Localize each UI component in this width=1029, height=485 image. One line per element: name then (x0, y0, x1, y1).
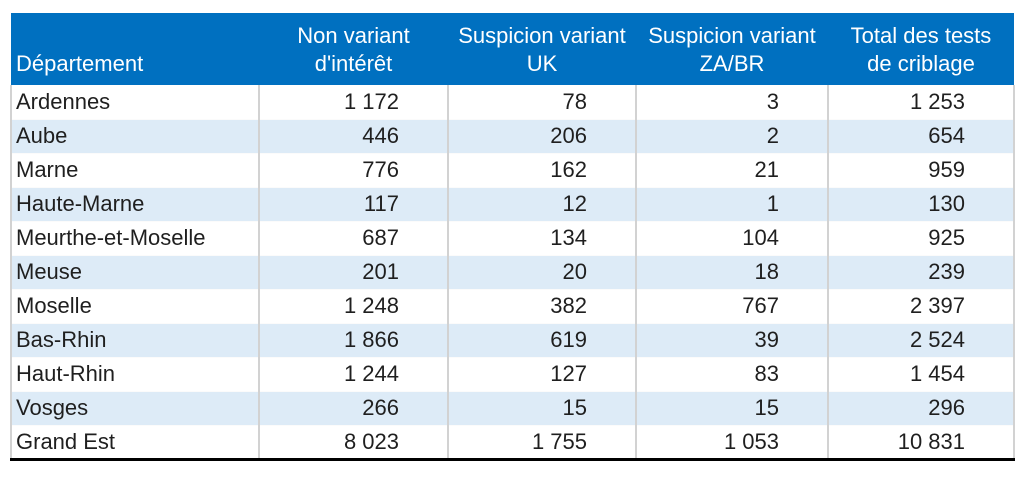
table-row-meuse: Meuse 201 20 18 239 (10, 255, 1015, 290)
row-label: Haut-Rhin (10, 357, 259, 392)
cell-total: 2 524 (827, 323, 1015, 358)
cell-suspicion-za-br: 15 (635, 391, 828, 426)
row-label: Vosges (10, 391, 259, 426)
table-row-haute-marne: Haute-Marne 117 12 1 130 (10, 187, 1015, 222)
header-row: Département Non variant d'intérêt Suspic… (11, 13, 1014, 85)
row-label: Grand Est (10, 425, 259, 461)
cell-suspicion-uk: 162 (447, 153, 636, 188)
cell-suspicion-uk: 20 (447, 255, 636, 290)
table-row-haut-rhin: Haut-Rhin 1 244 127 83 1 454 (10, 357, 1015, 392)
cell-suspicion-za-br: 18 (635, 255, 828, 290)
row-label: Aube (10, 119, 259, 154)
row-label: Moselle (10, 289, 259, 324)
cell-suspicion-uk: 382 (447, 289, 636, 324)
table-row-marne: Marne 776 162 21 959 (10, 153, 1015, 188)
cell-suspicion-uk: 206 (447, 119, 636, 154)
table-row-bas-rhin: Bas-Rhin 1 866 619 39 2 524 (10, 323, 1015, 358)
cell-suspicion-za-br: 3 (635, 85, 828, 120)
criblage-table: Département Non variant d'intérêt Suspic… (10, 13, 1015, 461)
column-header-total-criblage: Total des tests de criblage (828, 13, 1014, 85)
row-label: Haute-Marne (10, 187, 259, 222)
row-label: Bas-Rhin (10, 323, 259, 358)
column-header-suspicion-uk: Suspicion variant UK (448, 13, 636, 85)
screening-table-container: Département Non variant d'intérêt Suspic… (10, 13, 1015, 461)
cell-suspicion-za-br: 767 (635, 289, 828, 324)
table-row-aube: Aube 446 206 2 654 (10, 119, 1015, 154)
cell-non-variant: 117 (258, 187, 448, 222)
cell-suspicion-za-br: 83 (635, 357, 828, 392)
cell-non-variant: 687 (258, 221, 448, 256)
cell-total: 296 (827, 391, 1015, 426)
cell-suspicion-za-br: 39 (635, 323, 828, 358)
cell-suspicion-uk: 619 (447, 323, 636, 358)
table-row-meurthe-et-moselle: Meurthe-et-Moselle 687 134 104 925 (10, 221, 1015, 256)
cell-non-variant: 1 248 (258, 289, 448, 324)
cell-suspicion-za-br: 1 053 (635, 425, 828, 461)
cell-non-variant: 1 866 (258, 323, 448, 358)
cell-total: 2 397 (827, 289, 1015, 324)
cell-total: 130 (827, 187, 1015, 222)
cell-non-variant: 446 (258, 119, 448, 154)
column-header-departement: Département (11, 13, 259, 85)
cell-suspicion-za-br: 21 (635, 153, 828, 188)
cell-non-variant: 1 172 (258, 85, 448, 120)
cell-suspicion-uk: 15 (447, 391, 636, 426)
column-header-non-variant: Non variant d'intérêt (259, 13, 448, 85)
cell-suspicion-uk: 1 755 (447, 425, 636, 461)
cell-suspicion-za-br: 104 (635, 221, 828, 256)
cell-total: 10 831 (827, 425, 1015, 461)
cell-total: 1 454 (827, 357, 1015, 392)
cell-non-variant: 8 023 (258, 425, 448, 461)
cell-total: 925 (827, 221, 1015, 256)
cell-total: 959 (827, 153, 1015, 188)
cell-suspicion-za-br: 2 (635, 119, 828, 154)
table-row-grand-est-total: Grand Est 8 023 1 755 1 053 10 831 (10, 425, 1015, 461)
cell-suspicion-uk: 12 (447, 187, 636, 222)
table-row-moselle: Moselle 1 248 382 767 2 397 (10, 289, 1015, 324)
row-label: Marne (10, 153, 259, 188)
cell-suspicion-uk: 78 (447, 85, 636, 120)
table-row-vosges: Vosges 266 15 15 296 (10, 391, 1015, 426)
row-label: Meuse (10, 255, 259, 290)
cell-non-variant: 776 (258, 153, 448, 188)
cell-non-variant: 1 244 (258, 357, 448, 392)
table-row-ardennes: Ardennes 1 172 78 3 1 253 (10, 85, 1015, 120)
cell-non-variant: 201 (258, 255, 448, 290)
cell-suspicion-uk: 127 (447, 357, 636, 392)
row-label: Ardennes (10, 85, 259, 120)
cell-total: 1 253 (827, 85, 1015, 120)
cell-suspicion-za-br: 1 (635, 187, 828, 222)
row-label: Meurthe-et-Moselle (10, 221, 259, 256)
cell-non-variant: 266 (258, 391, 448, 426)
cell-total: 239 (827, 255, 1015, 290)
cell-total: 654 (827, 119, 1015, 154)
column-header-suspicion-za-br: Suspicion variant ZA/BR (636, 13, 828, 85)
cell-suspicion-uk: 134 (447, 221, 636, 256)
